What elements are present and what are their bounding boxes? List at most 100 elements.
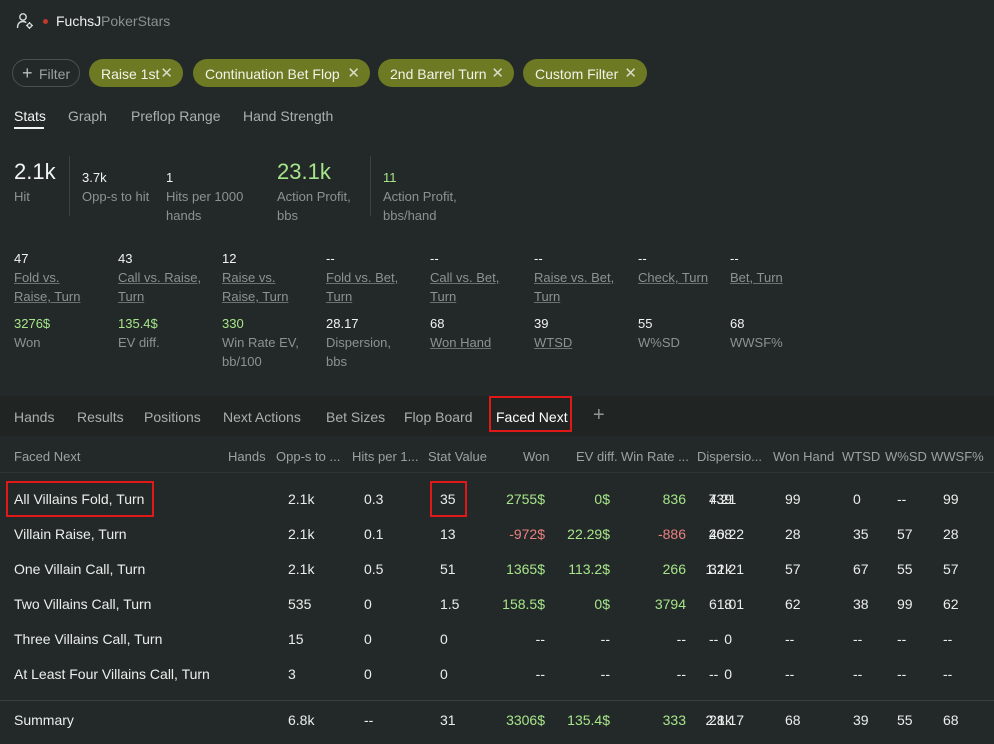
- stat-win-rate-value: 330: [222, 316, 244, 331]
- stat-wwsf-label: WWSF%: [730, 335, 783, 350]
- col-opps[interactable]: Opp-s to ...: [276, 449, 341, 464]
- cell-row-label: Two Villains Call, Turn: [14, 596, 152, 612]
- tab-graph[interactable]: Graph: [68, 108, 107, 124]
- stat-won-hand-link[interactable]: Won Hand: [430, 335, 492, 350]
- stat-ev-diff-label: EV diff.: [118, 335, 160, 350]
- stat-check-turn-link[interactable]: Check, Turn: [638, 270, 709, 285]
- stat-fold-vs-bet-link[interactable]: Fold vs. Bet, Turn: [326, 270, 399, 304]
- tab-next-actions[interactable]: Next Actions: [223, 409, 301, 425]
- stat-bet-turn-value: --: [730, 251, 739, 266]
- tab-hand-strength[interactable]: Hand Strength: [243, 108, 334, 124]
- stat-call-vs-bet-link[interactable]: Call vs. Bet, Turn: [430, 270, 500, 304]
- col-stat-value[interactable]: Stat Value: [428, 449, 488, 464]
- cell-won-hand: 28: [785, 526, 801, 542]
- opps-value: 3.7k: [82, 170, 107, 185]
- tab-bet-sizes[interactable]: Bet Sizes: [326, 409, 386, 425]
- close-icon[interactable]: ✕: [160, 65, 173, 82]
- add-tab-icon[interactable]: +: [593, 404, 605, 426]
- cell-wtsd: 67: [853, 561, 869, 577]
- cell-opps: 2.1k: [288, 561, 315, 577]
- tab-results[interactable]: Results: [77, 409, 124, 425]
- stat-raise-vs-raise-link[interactable]: Raise vs. Raise, Turn: [222, 270, 289, 304]
- chip-label: Continuation Bet Flop: [205, 66, 340, 82]
- hits-per-value: 1: [166, 170, 174, 185]
- header-divider: [0, 472, 994, 473]
- divider: [370, 156, 371, 216]
- tab-stats[interactable]: Stats: [14, 108, 46, 124]
- cell-won-hand: 62: [785, 596, 801, 612]
- cell-wsd: --: [897, 631, 907, 647]
- cell-ev-diff: 135.4$: [567, 712, 610, 728]
- summary-divider: [0, 700, 994, 701]
- col-won-hand[interactable]: Won Hand: [773, 449, 835, 464]
- hits-per-label: Hits per 1000 hands: [166, 189, 244, 223]
- col-ev-diff[interactable]: EV diff.: [576, 449, 618, 464]
- cell-wwsf: 62: [943, 596, 959, 612]
- col-hands[interactable]: Hands: [228, 449, 266, 464]
- cell-dispersion: 40.22: [709, 526, 745, 542]
- stat-raise-vs-bet-link[interactable]: Raise vs. Bet, Turn: [534, 270, 615, 304]
- cell-wsd: --: [897, 491, 907, 507]
- stat-wwsf-value: 68: [730, 316, 745, 331]
- cell-wsd: 99: [897, 596, 913, 612]
- cell-ev-diff: 0$: [594, 491, 610, 507]
- filter-chip-cbet-flop[interactable]: Continuation Bet Flop ✕: [193, 59, 370, 87]
- stat-win-rate-label: Win Rate EV, bb/100: [222, 335, 299, 369]
- cell-stat-value: 13: [440, 526, 456, 542]
- tab-faced-next[interactable]: Faced Next: [496, 409, 568, 425]
- cell-hits-per: 0: [364, 631, 372, 647]
- cell-won: --: [535, 631, 545, 647]
- cell-wwsf: 57: [943, 561, 959, 577]
- stat-wsd-value: 55: [638, 316, 653, 331]
- filter-chip-raise-1st[interactable]: Raise 1st ✕: [89, 59, 183, 87]
- col-win-rate[interactable]: Win Rate ...: [621, 449, 689, 464]
- cell-wsd: 55: [897, 561, 913, 577]
- cell-hits-per: 0: [364, 666, 372, 682]
- action-profit-hand-label: Action Profit, bbs/hand: [383, 189, 457, 223]
- stat-bet-turn-link[interactable]: Bet, Turn: [730, 270, 783, 285]
- col-hits-per[interactable]: Hits per 1...: [352, 449, 419, 464]
- col-won[interactable]: Won: [523, 449, 550, 464]
- col-dispersion[interactable]: Dispersio...: [697, 449, 763, 464]
- cell-dispersion: 32.21: [709, 561, 745, 577]
- action-profit-hand-value: 11: [383, 170, 397, 185]
- tab-positions[interactable]: Positions: [144, 409, 201, 425]
- filter-chip-custom[interactable]: Custom Filter ✕: [523, 59, 647, 87]
- col-wwsf[interactable]: WWSF%: [931, 449, 984, 464]
- cell-win-rate: 836: [662, 491, 686, 507]
- divider: [69, 156, 70, 216]
- chip-label: 2nd Barrel Turn: [390, 66, 487, 82]
- cell-ev-diff: 22.29$: [567, 526, 610, 542]
- cell-hands: 2.1k: [705, 712, 732, 728]
- close-icon[interactable]: ✕: [347, 65, 360, 82]
- add-filter-button[interactable]: + Filter: [12, 59, 80, 87]
- col-wsd[interactable]: W%SD: [885, 449, 927, 464]
- col-wtsd[interactable]: WTSD: [842, 449, 881, 464]
- close-icon[interactable]: ✕: [624, 65, 637, 82]
- stat-call-vs-raise-link[interactable]: Call vs. Raise, Turn: [118, 270, 202, 304]
- stat-call-vs-bet-value: --: [430, 251, 439, 266]
- app-header: FuchsJ PokerStars: [0, 0, 994, 44]
- cell-hits-per: 0.5: [364, 561, 384, 577]
- cell-wwsf: --: [943, 631, 953, 647]
- cell-row-label: At Least Four Villains Call, Turn: [14, 666, 210, 682]
- close-icon[interactable]: ✕: [491, 65, 504, 82]
- cell-won-hand: 57: [785, 561, 801, 577]
- add-filter-label: Filter: [39, 66, 71, 82]
- highlight-box-tab: [489, 396, 572, 432]
- tab-preflop-range[interactable]: Preflop Range: [131, 108, 221, 124]
- highlight-box-row-label: [6, 481, 154, 517]
- stat-fold-vs-bet-value: --: [326, 251, 335, 266]
- hit-value: 2.1k: [14, 159, 56, 184]
- stat-fold-vs-raise-link[interactable]: Fold vs. Raise, Turn: [14, 270, 81, 304]
- tab-hands[interactable]: Hands: [14, 409, 55, 425]
- user-settings-icon[interactable]: [16, 12, 34, 30]
- tab-flop-board[interactable]: Flop Board: [404, 409, 473, 425]
- col-faced-next[interactable]: Faced Next: [14, 449, 81, 464]
- cell-dispersion: 61.01: [709, 596, 745, 612]
- filter-chip-2nd-barrel[interactable]: 2nd Barrel Turn ✕: [378, 59, 514, 87]
- stat-won-value: 3276$: [14, 316, 51, 331]
- stat-wtsd-link[interactable]: WTSD: [534, 335, 573, 350]
- stat-won-hand-value: 68: [430, 316, 445, 331]
- player-name: FuchsJ: [56, 13, 102, 29]
